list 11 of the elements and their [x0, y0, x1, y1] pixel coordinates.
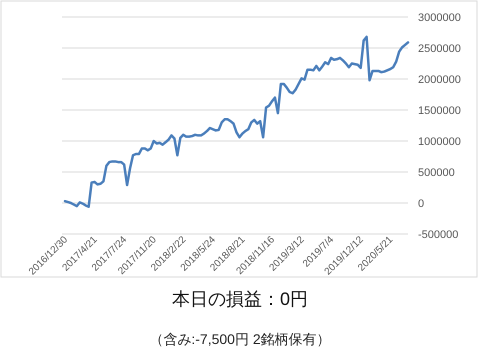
y-tick-label: 500000 — [418, 167, 455, 179]
text: 本日の損益：0円 — [172, 289, 308, 309]
y-tick-label: -500000 — [418, 229, 458, 241]
y-tick-label: 1500000 — [418, 105, 461, 117]
y-tick-label: 2000000 — [418, 74, 461, 86]
y-tick-label: 2500000 — [418, 43, 461, 55]
y-tick-label: 1000000 — [418, 136, 461, 148]
line-series — [64, 36, 410, 208]
y-tick-label: 0 — [418, 198, 424, 210]
text: （含み:-7,500円 2銘柄保有） — [149, 331, 331, 347]
y-tick-label: 3000000 — [418, 12, 461, 24]
